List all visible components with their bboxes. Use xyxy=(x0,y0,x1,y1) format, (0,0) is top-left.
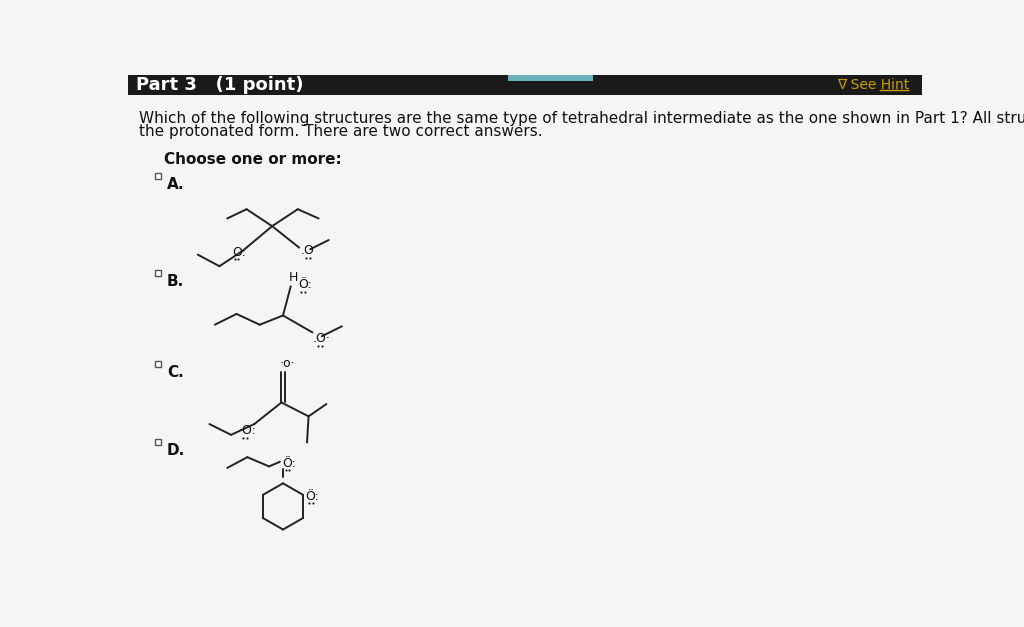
Bar xyxy=(508,75,593,81)
Text: C.: C. xyxy=(167,365,183,380)
Text: .O·: .O· xyxy=(312,332,331,345)
Text: the protonated form. There are two correct answers.: the protonated form. There are two corre… xyxy=(139,124,543,139)
Text: Which of the following structures are the same type of tetrahedral intermediate : Which of the following structures are th… xyxy=(139,112,1024,127)
Bar xyxy=(128,75,922,95)
Text: H: H xyxy=(289,271,298,284)
Text: ·O:: ·O: xyxy=(239,424,257,437)
Bar xyxy=(155,270,162,277)
Text: Part 3   (1 point): Part 3 (1 point) xyxy=(136,76,303,94)
Text: ∇ See Hint: ∇ See Hint xyxy=(837,78,909,92)
Text: B.: B. xyxy=(167,274,184,289)
Text: Ö:: Ö: xyxy=(305,490,319,503)
Text: Choose one or more:: Choose one or more: xyxy=(164,152,341,167)
Text: A.: A. xyxy=(167,177,184,192)
Text: D.: D. xyxy=(167,443,185,458)
Bar xyxy=(155,361,162,367)
Text: .O: .O xyxy=(301,245,314,257)
Text: O:: O: xyxy=(231,246,246,259)
Bar xyxy=(155,173,162,179)
Text: Ö:: Ö: xyxy=(283,457,296,470)
Text: ·o·: ·o· xyxy=(280,357,296,371)
Text: Ö:: Ö: xyxy=(299,278,312,291)
Bar xyxy=(155,439,162,445)
